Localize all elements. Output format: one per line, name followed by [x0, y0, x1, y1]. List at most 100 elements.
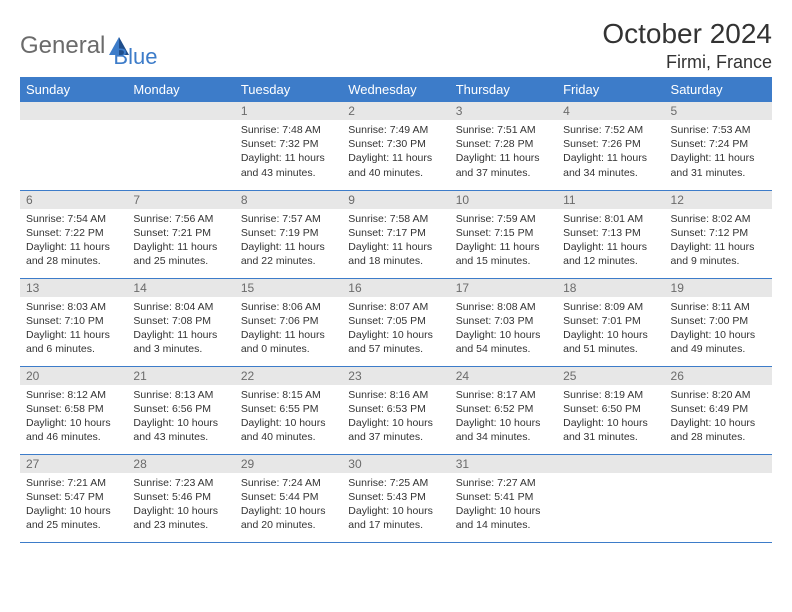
- calendar-cell: 9Sunrise: 7:58 AMSunset: 7:17 PMDaylight…: [342, 190, 449, 278]
- daylight-line: Daylight: 11 hours and 43 minutes.: [241, 151, 336, 179]
- weekday-header: Monday: [127, 77, 234, 102]
- brand-text-1: General: [20, 32, 105, 60]
- day-number: 28: [127, 455, 234, 473]
- sunset-line: Sunset: 7:30 PM: [348, 137, 443, 151]
- calendar-cell: 28 Sunrise: 7:23 AMSunset: 5:46 PMDayligh…: [127, 454, 234, 542]
- daylight-line: Daylight: 10 hours and 23 minutes.: [133, 504, 228, 532]
- sunset-line: Sunset: 5:46 PM: [133, 490, 228, 504]
- month-title: October 2024: [602, 18, 772, 50]
- day-number: 11: [557, 191, 664, 209]
- calendar-cell: 7Sunrise: 7:56 AMSunset: 7:21 PMDaylight…: [127, 190, 234, 278]
- sunrise-line: Sunrise: 8:17 AM: [456, 388, 551, 402]
- day-number: 5: [665, 102, 772, 120]
- day-details: Sunrise: 8:09 AMSunset: 7:01 PMDaylight:…: [557, 297, 664, 360]
- day-details: Sunrise: 8:06 AMSunset: 7:06 PMDaylight:…: [235, 297, 342, 360]
- sunrise-line: Sunrise: 8:06 AM: [241, 300, 336, 314]
- daylight-line: Daylight: 10 hours and 40 minutes.: [241, 416, 336, 444]
- sunrise-line: Sunrise: 8:15 AM: [241, 388, 336, 402]
- calendar-row: 6Sunrise: 7:54 AMSunset: 7:22 PMDaylight…: [20, 190, 772, 278]
- day-number: 3: [450, 102, 557, 120]
- sunset-line: Sunset: 7:13 PM: [563, 226, 658, 240]
- sunset-line: Sunset: 7:19 PM: [241, 226, 336, 240]
- sunrise-line: Sunrise: 7:58 AM: [348, 212, 443, 226]
- sunset-line: Sunset: 7:05 PM: [348, 314, 443, 328]
- calendar-cell: 25Sunrise: 8:19 AMSunset: 6:50 PMDayligh…: [557, 366, 664, 454]
- day-number: 12: [665, 191, 772, 209]
- daylight-line: Daylight: 10 hours and 20 minutes.: [241, 504, 336, 532]
- calendar-cell: 8Sunrise: 7:57 AMSunset: 7:19 PMDaylight…: [235, 190, 342, 278]
- calendar-cell: 4Sunrise: 7:52 AMSunset: 7:26 PMDaylight…: [557, 102, 664, 190]
- sunrise-line: Sunrise: 7:23 AM: [133, 476, 228, 490]
- day-details: Sunrise: 8:03 AMSunset: 7:10 PMDaylight:…: [20, 297, 127, 360]
- day-number: 9: [342, 191, 449, 209]
- calendar-cell: 24Sunrise: 8:17 AMSunset: 6:52 PMDayligh…: [450, 366, 557, 454]
- brand-logo: General Blue: [20, 22, 157, 70]
- daylight-line: Daylight: 10 hours and 49 minutes.: [671, 328, 766, 356]
- sunset-line: Sunset: 7:03 PM: [456, 314, 551, 328]
- calendar-cell: 29Sunrise: 7:24 AMSunset: 5:44 PMDayligh…: [235, 454, 342, 542]
- day-number: 19: [665, 279, 772, 297]
- day-number: 30: [342, 455, 449, 473]
- sunset-line: Sunset: 7:15 PM: [456, 226, 551, 240]
- daylight-line: Daylight: 11 hours and 0 minutes.: [241, 328, 336, 356]
- calendar-cell: [127, 102, 234, 190]
- day-number: 6: [20, 191, 127, 209]
- sunrise-line: Sunrise: 8:09 AM: [563, 300, 658, 314]
- sunrise-line: Sunrise: 7:59 AM: [456, 212, 551, 226]
- day-number: 20: [20, 367, 127, 385]
- sunrise-line: Sunrise: 7:24 AM: [241, 476, 336, 490]
- calendar-cell: 2Sunrise: 7:49 AMSunset: 7:30 PMDaylight…: [342, 102, 449, 190]
- sunset-line: Sunset: 7:24 PM: [671, 137, 766, 151]
- calendar-row: 13Sunrise: 8:03 AMSunset: 7:10 PMDayligh…: [20, 278, 772, 366]
- calendar-cell: [20, 102, 127, 190]
- weekday-header: Tuesday: [235, 77, 342, 102]
- sunset-line: Sunset: 7:17 PM: [348, 226, 443, 240]
- sunrise-line: Sunrise: 8:16 AM: [348, 388, 443, 402]
- day-number: 31: [450, 455, 557, 473]
- day-details: Sunrise: 8:20 AMSunset: 6:49 PMDaylight:…: [665, 385, 772, 448]
- daylight-line: Daylight: 11 hours and 22 minutes.: [241, 240, 336, 268]
- sunset-line: Sunset: 7:22 PM: [26, 226, 121, 240]
- day-number: 22: [235, 367, 342, 385]
- brand-text-2: Blue: [113, 44, 157, 70]
- daylight-line: Daylight: 11 hours and 40 minutes.: [348, 151, 443, 179]
- sunset-line: Sunset: 5:47 PM: [26, 490, 121, 504]
- day-number: 16: [342, 279, 449, 297]
- daylight-line: Daylight: 10 hours and 34 minutes.: [456, 416, 551, 444]
- day-number: 29: [235, 455, 342, 473]
- calendar-cell: 6Sunrise: 7:54 AMSunset: 7:22 PMDaylight…: [20, 190, 127, 278]
- empty-day-bar: [665, 455, 772, 473]
- weekday-header: Thursday: [450, 77, 557, 102]
- calendar-row: 20Sunrise: 8:12 AMSunset: 6:58 PMDayligh…: [20, 366, 772, 454]
- daylight-line: Daylight: 11 hours and 12 minutes.: [563, 240, 658, 268]
- calendar-cell: 23Sunrise: 8:16 AMSunset: 6:53 PMDayligh…: [342, 366, 449, 454]
- day-number: 27: [20, 455, 127, 473]
- daylight-line: Daylight: 10 hours and 14 minutes.: [456, 504, 551, 532]
- calendar-cell: [557, 454, 664, 542]
- sunrise-line: Sunrise: 7:27 AM: [456, 476, 551, 490]
- weekday-header: Friday: [557, 77, 664, 102]
- day-details: Sunrise: 8:04 AMSunset: 7:08 PMDaylight:…: [127, 297, 234, 360]
- calendar-cell: [665, 454, 772, 542]
- calendar-cell: 5Sunrise: 7:53 AMSunset: 7:24 PMDaylight…: [665, 102, 772, 190]
- day-number: 4: [557, 102, 664, 120]
- calendar-cell: 27Sunrise: 7:21 AMSunset: 5:47 PMDayligh…: [20, 454, 127, 542]
- daylight-line: Daylight: 10 hours and 28 minutes.: [671, 416, 766, 444]
- day-number: 18: [557, 279, 664, 297]
- calendar-cell: 3Sunrise: 7:51 AMSunset: 7:28 PMDaylight…: [450, 102, 557, 190]
- daylight-line: Daylight: 10 hours and 54 minutes.: [456, 328, 551, 356]
- day-details: Sunrise: 7:48 AMSunset: 7:32 PMDaylight:…: [235, 120, 342, 183]
- day-number: 2: [342, 102, 449, 120]
- empty-day-bar: [557, 455, 664, 473]
- sunrise-line: Sunrise: 8:12 AM: [26, 388, 121, 402]
- calendar-cell: 14Sunrise: 8:04 AMSunset: 7:08 PMDayligh…: [127, 278, 234, 366]
- day-number: 13: [20, 279, 127, 297]
- weekday-header-row: Sunday Monday Tuesday Wednesday Thursday…: [20, 77, 772, 102]
- day-details: Sunrise: 8:19 AMSunset: 6:50 PMDaylight:…: [557, 385, 664, 448]
- calendar-row: 1Sunrise: 7:48 AMSunset: 7:32 PMDaylight…: [20, 102, 772, 190]
- day-details: Sunrise: 8:17 AMSunset: 6:52 PMDaylight:…: [450, 385, 557, 448]
- day-details: Sunrise: 8:01 AMSunset: 7:13 PMDaylight:…: [557, 209, 664, 272]
- daylight-line: Daylight: 11 hours and 15 minutes.: [456, 240, 551, 268]
- sunrise-line: Sunrise: 8:04 AM: [133, 300, 228, 314]
- daylight-line: Daylight: 10 hours and 31 minutes.: [563, 416, 658, 444]
